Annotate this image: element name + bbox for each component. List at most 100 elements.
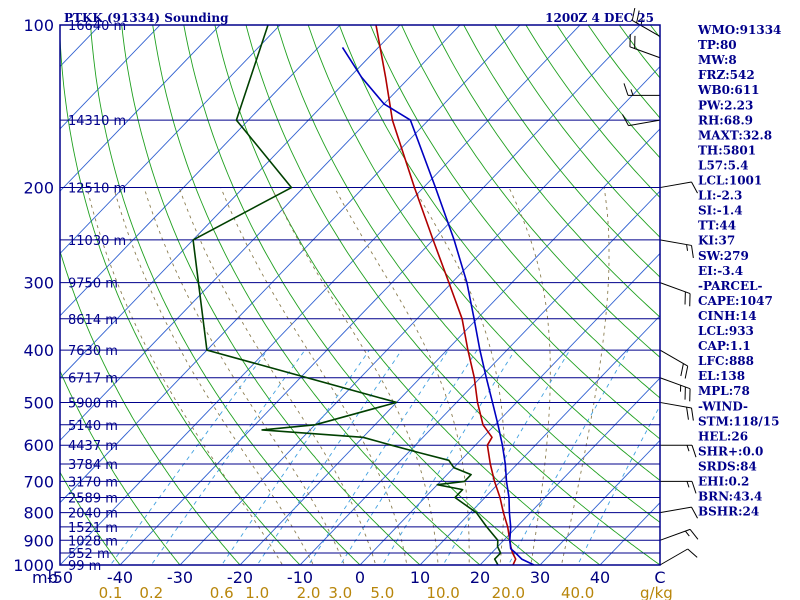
wind-barb-staff [629,46,661,59]
dry-adiabat [276,25,660,523]
moist-adiabat [413,187,506,565]
index-value: RH:68.9 [698,113,753,127]
pressure-tick-label: 200 [23,179,54,198]
height-label: 14310 m [68,114,126,129]
mixing-ratio-line [339,349,478,565]
isotherm [60,25,401,379]
dry-adiabat [60,369,181,565]
index-value: CAPE:1047 [698,294,773,308]
mixing-ratio-line [109,349,268,565]
wind-barb-staff [659,282,691,295]
wind-barb-flag [691,445,697,458]
index-value: HEL:26 [698,429,748,443]
index-value: SI:-1.4 [698,204,743,218]
moist-adiabat [143,187,345,565]
mixing-ratio-tick-label: 10.0 [426,584,459,600]
mixing-ratio-line [307,349,449,565]
isotherm [60,25,521,504]
index-value: -WIND- [698,399,748,413]
height-label: 6717 m [68,372,118,387]
index-value: L57:5.4 [698,158,748,172]
wind-barb-flag [691,245,694,259]
temperature-tick-label: 30 [530,568,550,587]
indices-panel: WMO:91334TP:80MW:8FRZ:542WB0:611PW:2.23R… [697,23,781,519]
gkg-unit-label: g/kg [640,584,673,600]
dewpoint-profile [192,25,502,565]
pressure-tick-label: 1000 [13,556,54,575]
index-value: EI:-3.4 [698,264,743,278]
mixing-ratio-line [507,349,629,565]
mixing-ratio-line [150,349,306,565]
isotherm [60,25,581,565]
moist-adiabat [178,187,377,565]
mixing-ratio-line [381,349,516,565]
index-value: -PARCEL- [698,279,763,293]
index-value: SHR+:0.0 [698,444,763,458]
dry-adiabat [121,25,421,565]
isotherm [179,65,660,565]
pressure-tick-label: 800 [23,504,54,523]
height-label: 3784 m [68,458,118,473]
mixing-ratio-tick-label: 5.0 [370,584,394,600]
wind-barb-staff [659,528,691,541]
index-value: SRDS:84 [698,459,757,473]
chart-grid [0,13,660,576]
index-value: KI:37 [698,234,735,248]
pressure-tick-label: 400 [23,341,54,360]
pressure-tick-label: 900 [23,531,54,550]
index-value: LI:-2.3 [698,189,742,203]
isotherm [479,377,660,565]
index-value: BSHR:24 [698,505,759,519]
wind-barb-flag [691,481,697,494]
mixing-ratio-tick-label: 40.0 [561,584,594,600]
parcel-profile [341,46,535,565]
isotherm [0,13,52,576]
wind-barb-staff [659,181,692,189]
profile-lines [192,25,535,565]
temperature-tick-label: -30 [167,568,193,587]
wind-barb-staff [659,401,692,409]
temperature-tick-label: C [654,568,665,587]
index-value: BRN:43.4 [698,490,762,504]
wind-barb-half-flag [684,530,690,537]
isotherm [299,190,660,565]
isotherm [239,128,660,565]
moist-adiabat [334,187,470,565]
pressure-tick-label: 600 [23,436,54,455]
index-value: MAXT:32.8 [698,128,772,142]
index-value: CINH:14 [698,309,757,323]
mixing-ratio-tick-label: 0.2 [139,584,163,600]
index-value: LFC:888 [698,354,754,368]
pressure-tick-label: 100 [23,16,54,35]
dry-adiabat [90,25,361,565]
isotherm [60,25,281,255]
index-value: FRZ:542 [698,68,755,82]
index-value: TH:5801 [698,143,756,157]
temperature-tick-label: 10 [410,568,430,587]
mixing-ratio-line [577,404,660,565]
wind-barb-staff [628,119,661,127]
height-label: 1028 m [68,534,118,549]
index-value: TP:80 [698,38,737,52]
mixing-ratio-line [442,349,571,565]
isotherm [60,25,341,317]
wind-barb-flag [686,407,689,420]
dry-adiabat [152,25,481,565]
height-label: 5900 m [68,396,118,411]
isotherm [119,25,641,565]
wind-barb-staff [659,239,692,246]
wind-barb-staff [659,377,691,390]
mb-unit-label: mb [32,568,58,587]
dry-adiabat [369,25,660,399]
moist-adiabat [561,187,610,565]
pressure-tick-label: 300 [23,274,54,293]
temperature-tick-label: -50 [47,568,73,587]
mixing-ratio-line [256,349,403,565]
index-value: MPL:78 [698,384,750,398]
temperature-tick-label: 0 [355,568,365,587]
height-label: 99 m [68,559,101,574]
index-value: MW:8 [698,53,737,67]
dry-adiabat [183,25,541,565]
temperature-tick-label: -10 [287,568,313,587]
wind-barb-flag [622,114,629,126]
